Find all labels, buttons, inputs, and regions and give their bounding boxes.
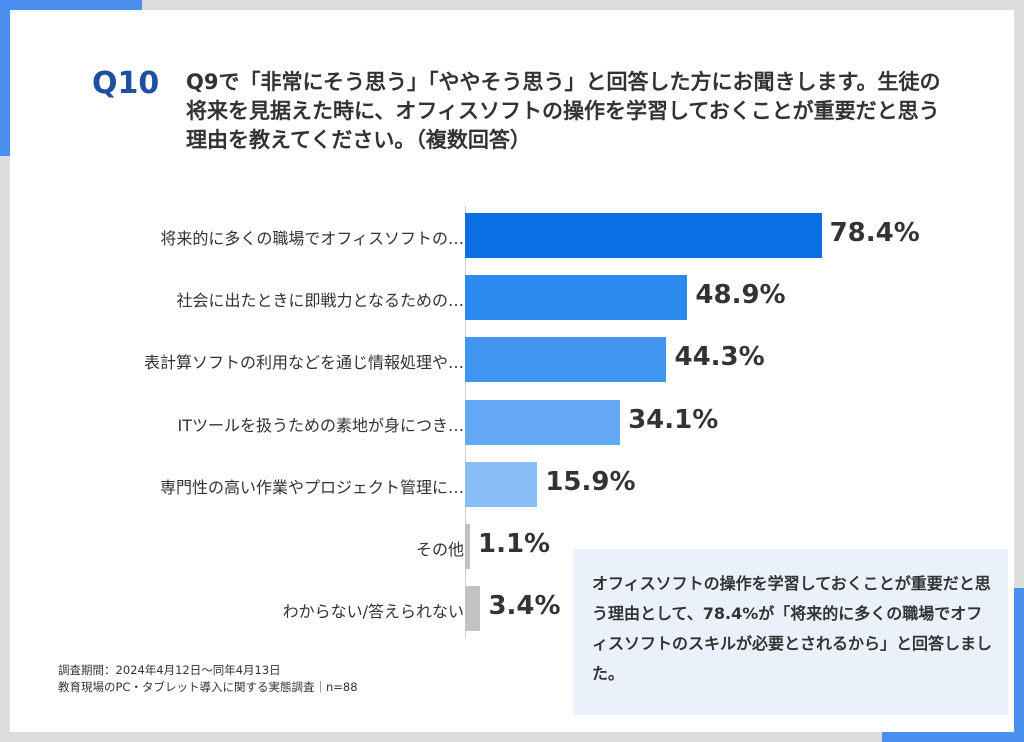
bar-5 — [465, 524, 470, 569]
right-accent-bar — [1014, 588, 1024, 742]
category-label: その他 — [415, 540, 464, 559]
bar-0 — [465, 213, 822, 258]
question-text: Q9で「非常にそう思う」「ややそう思う」と回答した方にお聞きします。生徒の将来を… — [186, 70, 941, 152]
bar-2 — [465, 337, 667, 383]
category-label: 表計算ソフトの利用などを通じ情報処理や… — [143, 353, 464, 373]
data-label: 34.1% — [628, 404, 719, 435]
top-left-accent-bar — [0, 0, 142, 10]
bar-4 — [465, 461, 538, 507]
bar-6 — [465, 586, 481, 632]
category-label: わからない/答えられない — [282, 602, 464, 622]
bottom-right-accent-bar — [882, 732, 1024, 742]
data-label: 3.4% — [488, 591, 561, 622]
category-label: 専門性の高い作業やプロジェクト管理に… — [159, 477, 464, 497]
category-label: ITツールを扱うための素地が身につき… — [177, 415, 465, 435]
question-number: Q10 — [92, 66, 160, 101]
data-label: 78.4% — [829, 218, 920, 248]
data-label: 15.9% — [545, 466, 636, 497]
data-label: 44.3% — [674, 342, 765, 373]
survey-footnote: 調査期間：2024年4月12日～同年4月13日 教育現場のPC・タブレット導入に… — [58, 662, 358, 696]
bar-3 — [465, 399, 621, 445]
survey-period: 調査期間：2024年4月12日～同年4月13日 — [58, 663, 281, 677]
summary-text: オフィスソフトの操作を学習しておくことが重要だと思う理由として、78.4%が「将… — [592, 574, 993, 683]
survey-name: 教育現場のPC・タブレット導入に関する実態調査｜n=88 — [58, 680, 358, 694]
category-label: 社会に出たときに即戦力となるための… — [176, 291, 464, 311]
summary-box: オフィスソフトの操作を学習しておくことが重要だと思う理由として、78.4%が「将… — [573, 549, 1008, 715]
data-label: 1.1% — [478, 529, 551, 559]
bar-1 — [465, 275, 688, 321]
category-label: 将来的に多くの職場でオフィスソフトの… — [160, 229, 464, 248]
data-label: 48.9% — [695, 280, 786, 311]
left-accent-bar — [0, 0, 10, 156]
